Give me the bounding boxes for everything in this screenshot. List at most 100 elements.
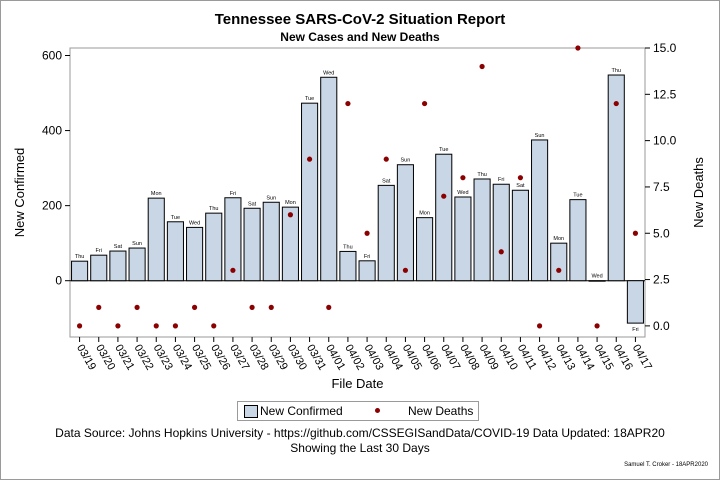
footnote-range: Showing the Last 30 Days (290, 441, 430, 455)
bar-day-label: Mon (419, 211, 430, 217)
dot-new-deaths (249, 304, 255, 310)
bar-new-confirmed (511, 189, 529, 282)
x-tick-label: 04/17 (630, 343, 654, 373)
y2-axis-title: New Deaths (691, 157, 706, 228)
bar-day-label: Tue (305, 96, 314, 102)
bar-new-confirmed (262, 201, 280, 282)
dot-new-deaths (153, 323, 159, 329)
bar-new-confirmed (358, 260, 376, 282)
bar-day-label: Mon (151, 191, 162, 197)
y-axis-title: New Confirmed (12, 148, 27, 238)
dot-new-deaths (498, 249, 504, 255)
dot-new-deaths (632, 230, 639, 236)
chart-title: Tennessee SARS-CoV-2 Situation Report (214, 11, 506, 28)
bar-new-confirmed (166, 221, 184, 282)
dot-new-deaths (613, 100, 619, 107)
bar-day-label: Thu (343, 244, 352, 250)
dot-new-deaths (306, 156, 313, 162)
bar-new-confirmed (435, 153, 453, 282)
dot-new-deaths (115, 323, 121, 329)
bar-day-label: Sat (382, 178, 391, 184)
bar-day-label: Sat (114, 244, 123, 250)
bar-new-confirmed (109, 250, 127, 282)
dot-new-deaths (517, 175, 524, 181)
bar-new-confirmed (281, 206, 299, 282)
chart-plot: 02004006000.02.55.07.510.012.515.0Thu03/… (12, 41, 706, 391)
y-tick-label: 0 (55, 274, 62, 288)
y2-tick-label: 5.0 (653, 226, 670, 240)
y2-tick-label: 10.0 (653, 134, 677, 148)
bar-day-label: Sat (248, 201, 257, 207)
dot-new-deaths (421, 100, 428, 107)
bar-day-label: Fri (230, 191, 236, 197)
bar-day-label: Sun (535, 133, 545, 139)
bar-new-confirmed (205, 212, 223, 282)
bar-new-confirmed (396, 164, 414, 282)
dot-new-deaths (268, 304, 274, 310)
bar-day-label: Wed (189, 220, 200, 226)
bar-new-confirmed (243, 207, 261, 282)
dot-new-deaths (536, 323, 543, 329)
bar-day-label: Sat (516, 183, 525, 189)
dot-new-deaths (383, 156, 389, 162)
bar-new-confirmed (607, 74, 625, 282)
dot-new-deaths (594, 323, 600, 329)
plot-area (69, 47, 646, 338)
legend: New Confirmed New Deaths (237, 401, 479, 421)
bar-new-confirmed (626, 280, 644, 324)
bar-day-label: Thu (75, 254, 84, 260)
dot-new-deaths (575, 45, 581, 51)
bar-day-label: Wed (457, 190, 468, 196)
dot-new-deaths (96, 304, 102, 310)
y-tick-label: 600 (42, 49, 62, 63)
footnote-source: Data Source: Johns Hopkins University - … (55, 426, 665, 440)
bar-new-confirmed (473, 178, 491, 282)
bar-day-label: Sun (401, 158, 411, 164)
legend-bar-label: New Confirmed (260, 404, 343, 418)
bar-new-confirmed (531, 139, 549, 282)
bar-day-label: Tue (439, 147, 448, 153)
bar-day-label: Mon (553, 236, 564, 242)
bar-new-confirmed (71, 260, 89, 282)
bar-new-confirmed (224, 197, 242, 282)
legend-dot-label: New Deaths (408, 404, 474, 418)
dot-new-deaths (211, 323, 217, 329)
dot-new-deaths (172, 323, 179, 329)
legend-bar-swatch (244, 405, 258, 418)
dot-new-deaths (345, 100, 351, 107)
bar-new-confirmed (550, 242, 568, 282)
y2-tick-label: 2.5 (653, 273, 670, 287)
bar-day-label: Tue (171, 215, 180, 221)
bar-day-label: Fri (364, 254, 370, 260)
dot-new-deaths (230, 267, 236, 273)
y2-tick-label: 15.0 (653, 41, 677, 55)
bar-new-confirmed (416, 217, 434, 282)
bar-day-label: Fri (632, 327, 638, 333)
bar-day-label: Thu (477, 172, 486, 178)
bar-new-confirmed (454, 196, 472, 282)
bar-new-confirmed (128, 247, 146, 282)
bar-new-confirmed (186, 226, 204, 282)
y2-tick-label: 0.0 (653, 319, 670, 333)
bar-day-label: Mon (285, 200, 296, 206)
x-axis-title: File Date (331, 376, 383, 391)
bar-day-label: Tue (573, 193, 582, 199)
y-tick-label: 200 (42, 199, 62, 213)
bar-day-label: Fri (498, 177, 504, 183)
dot-new-deaths (76, 323, 83, 329)
chart-subtitle: New Cases and New Deaths (280, 30, 440, 44)
author-credit: Samuel T. Croker - 18APR2020 (624, 462, 708, 468)
dot-new-deaths (402, 267, 409, 273)
dot-new-deaths (191, 304, 198, 310)
bar-day-label: Fri (96, 248, 102, 254)
dot-new-deaths (460, 175, 466, 181)
bar-day-label: Thu (612, 68, 621, 74)
dot-new-deaths (287, 212, 294, 218)
bar-day-label: Sun (132, 241, 142, 247)
bar-new-confirmed (320, 76, 338, 282)
dot-new-deaths (556, 267, 562, 273)
bar-day-label: Wed (591, 274, 602, 280)
y2-tick-label: 12.5 (653, 87, 677, 101)
bar-day-label: Thu (209, 206, 218, 212)
bar-new-confirmed (377, 184, 395, 282)
